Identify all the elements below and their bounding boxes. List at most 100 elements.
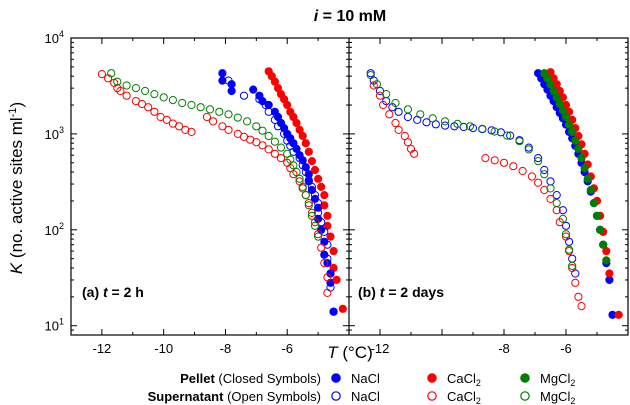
data-point [614, 310, 623, 319]
data-point [323, 211, 332, 220]
data-point [552, 191, 561, 200]
data-point [137, 99, 147, 109]
data-point [295, 154, 304, 163]
data-point [264, 107, 273, 116]
data-point [478, 124, 487, 133]
legend-salt-label: MgCl2 [540, 389, 575, 405]
data-point [227, 86, 236, 96]
data-point [215, 107, 224, 116]
x-axis-label: T (°C) [327, 343, 373, 362]
legend-salt-label: CaCl2 [447, 389, 481, 405]
x-tick-label: -6 [560, 341, 572, 356]
legend-salt-sub: 2 [570, 378, 575, 388]
data-point [159, 93, 168, 102]
data-point [583, 174, 592, 183]
data-point [524, 145, 533, 154]
y-tick-exponent: 1 [59, 317, 64, 327]
data-point [580, 164, 589, 173]
data-point [239, 91, 249, 100]
data-point [366, 71, 375, 80]
legend-salt-base: NaCl [351, 389, 380, 404]
data-point [546, 194, 555, 203]
data-point [571, 278, 580, 287]
title-text: = 10 mM [318, 8, 386, 25]
data-point [546, 80, 555, 89]
data-point [131, 84, 140, 93]
data-point [252, 122, 261, 131]
data-point [391, 118, 400, 128]
data-point [338, 304, 347, 313]
data-point [187, 100, 196, 110]
panel-b-variable: t [380, 284, 386, 300]
data-point [209, 117, 218, 126]
data-point [276, 154, 286, 163]
data-point [310, 218, 320, 227]
data-point [534, 154, 543, 163]
data-point [202, 112, 211, 122]
y-axis-label: K (no. active sites ml-1) [7, 102, 26, 274]
data-point [218, 69, 227, 78]
data-point [196, 103, 205, 112]
data-point [320, 259, 329, 268]
data-point [481, 154, 490, 163]
data-point [416, 110, 425, 119]
data-point [276, 143, 286, 152]
legend-salt-base: CaCl [447, 371, 476, 386]
legend-salt-base: CaCl [447, 389, 476, 404]
data-point [558, 206, 568, 215]
x-tick-label: -12 [371, 341, 390, 356]
data-point [394, 107, 403, 116]
title-variable: i [314, 8, 319, 25]
data-point [561, 112, 571, 122]
data-point [329, 263, 338, 273]
panel-a-prefix: (a) [82, 284, 103, 300]
y-tick-base: 10 [45, 319, 59, 334]
data-point [116, 86, 125, 96]
data-point [546, 177, 555, 186]
legend-salt-sub: 2 [476, 396, 481, 405]
legend: Pellet (Closed Symbols) Supernatant (Ope… [148, 371, 576, 405]
data-point [574, 292, 583, 301]
data-point [549, 86, 558, 96]
data-point [503, 131, 512, 140]
data-point [97, 70, 107, 79]
y-tick-label: 103 [45, 125, 64, 142]
x-axis-text: (°C) [338, 343, 373, 362]
data-point [391, 98, 400, 108]
data-point [233, 113, 242, 122]
data-point [329, 307, 338, 316]
data-point [270, 149, 279, 158]
data-point [270, 115, 279, 125]
legend-marker [520, 373, 530, 383]
data-point [304, 176, 313, 185]
data-point [205, 105, 215, 114]
data-point [283, 100, 292, 110]
legend-marker [427, 391, 437, 401]
data-point [385, 110, 394, 119]
data-point [264, 131, 273, 141]
panel-label-a: (a) t = 2 h [82, 284, 144, 300]
data-point [301, 191, 310, 200]
data-point [422, 118, 431, 127]
data-point [273, 122, 283, 131]
data-point [540, 170, 549, 179]
data-point [605, 269, 614, 278]
data-point [596, 225, 605, 234]
data-point [317, 218, 326, 227]
data-point [150, 107, 159, 116]
data-point [506, 131, 515, 140]
data-point [568, 127, 577, 136]
y-tick-exponent: 2 [59, 221, 64, 231]
data-point [317, 182, 326, 191]
data-point [540, 165, 549, 175]
data-point [490, 156, 499, 165]
data-point [150, 90, 159, 99]
data-point [224, 110, 233, 119]
data-point [574, 144, 583, 153]
data-point [329, 247, 338, 256]
data-point [304, 199, 313, 208]
x-tick-label: -8 [220, 341, 232, 356]
data-point [515, 137, 524, 146]
data-point [304, 147, 313, 156]
